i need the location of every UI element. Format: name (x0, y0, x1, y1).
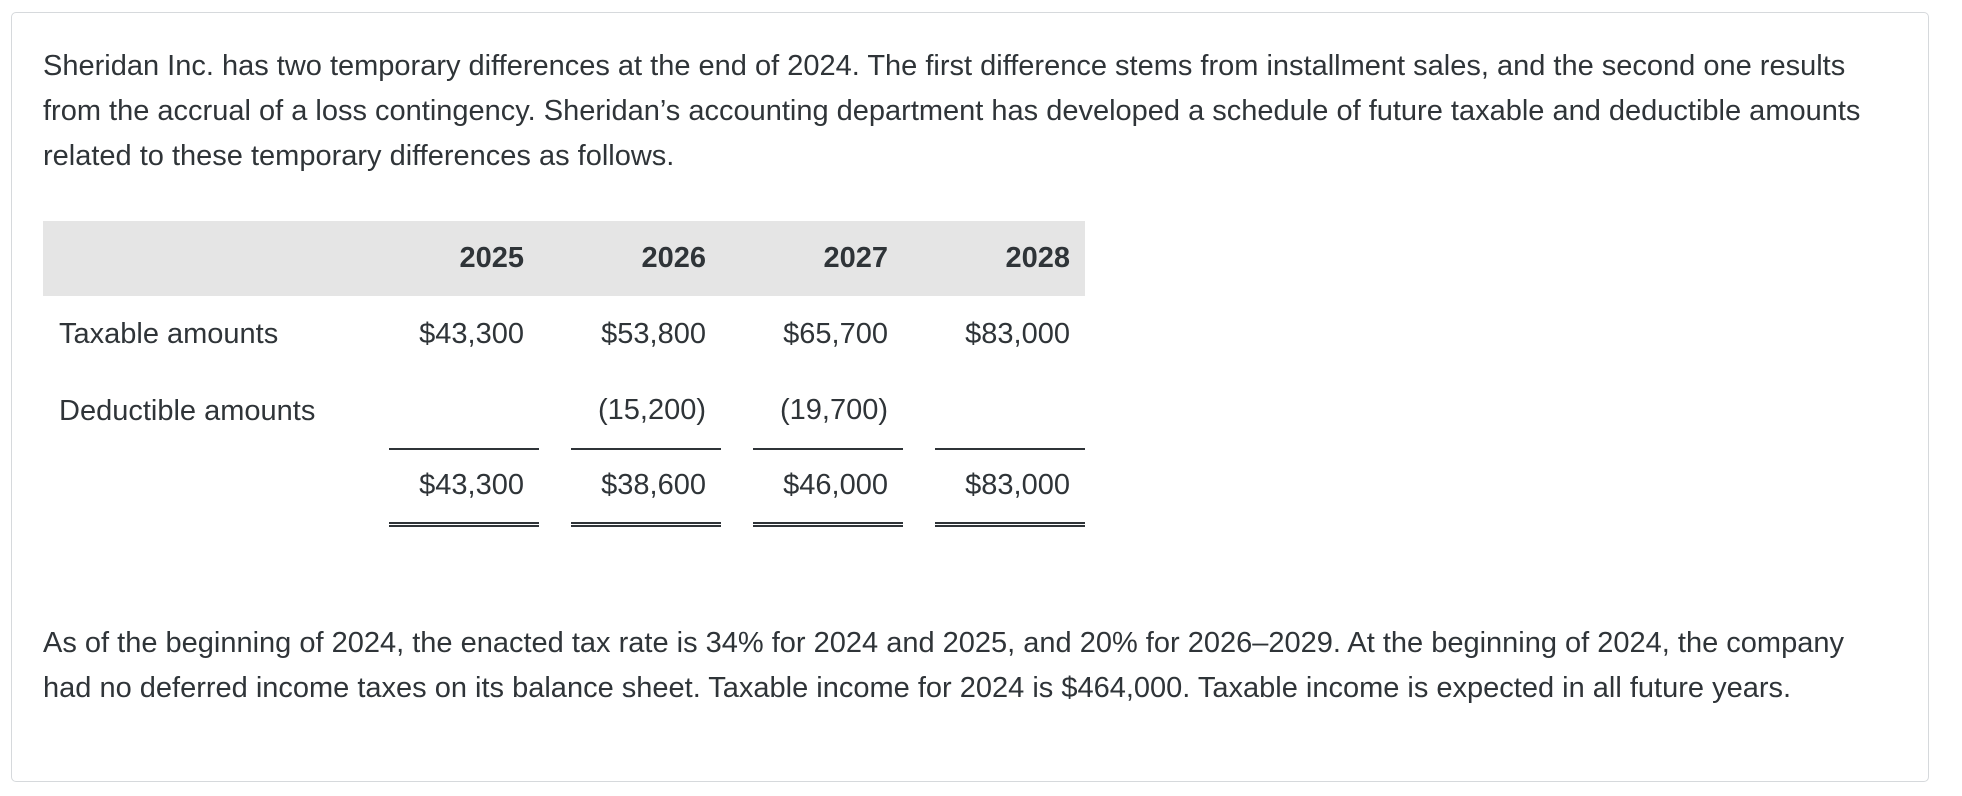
total-2028: $83,000 (935, 448, 1085, 527)
total-2026: $38,600 (571, 448, 721, 527)
table-row-total: $43,300 $38,600 $46,000 $83,000 (43, 448, 1085, 527)
taxable-2028: $83,000 (965, 318, 1070, 350)
intro-paragraph: Sheridan Inc. has two temporary differen… (43, 50, 1861, 172)
header-corner-cell (43, 221, 389, 296)
year-header-2026: 2026 (641, 242, 706, 274)
row-label-deductible: Deductible amounts (59, 394, 316, 427)
year-header-2025: 2025 (459, 242, 524, 274)
temporary-differences-schedule: 2025 2026 2027 2028 Taxable amounts $43,… (43, 221, 1085, 527)
taxable-2027: $65,700 (783, 318, 888, 350)
deductible-2025 (389, 373, 539, 449)
deductible-2028 (935, 373, 1085, 449)
year-header-2027: 2027 (823, 242, 888, 274)
taxable-2026: $53,800 (601, 318, 706, 350)
row-label-taxable: Taxable amounts (59, 318, 279, 350)
deductible-2027: (19,700) (779, 394, 888, 426)
table-row-deductible: Deductible amounts (15,200) (19,700) (43, 373, 1085, 449)
year-header-2028: 2028 (1005, 242, 1070, 274)
deductible-2026: (15,200) (597, 394, 706, 426)
table-row-taxable: Taxable amounts $43,300 $53,800 $65,700 … (43, 296, 1085, 373)
total-2027: $46,000 (753, 448, 903, 527)
problem-card: Sheridan Inc. has two temporary differen… (11, 12, 1929, 782)
schedule-header-row: 2025 2026 2027 2028 (43, 221, 1085, 296)
total-2025: $43,300 (389, 448, 539, 527)
closing-paragraph: As of the beginning of 2024, the enacted… (43, 627, 1844, 704)
taxable-2025: $43,300 (419, 318, 524, 350)
